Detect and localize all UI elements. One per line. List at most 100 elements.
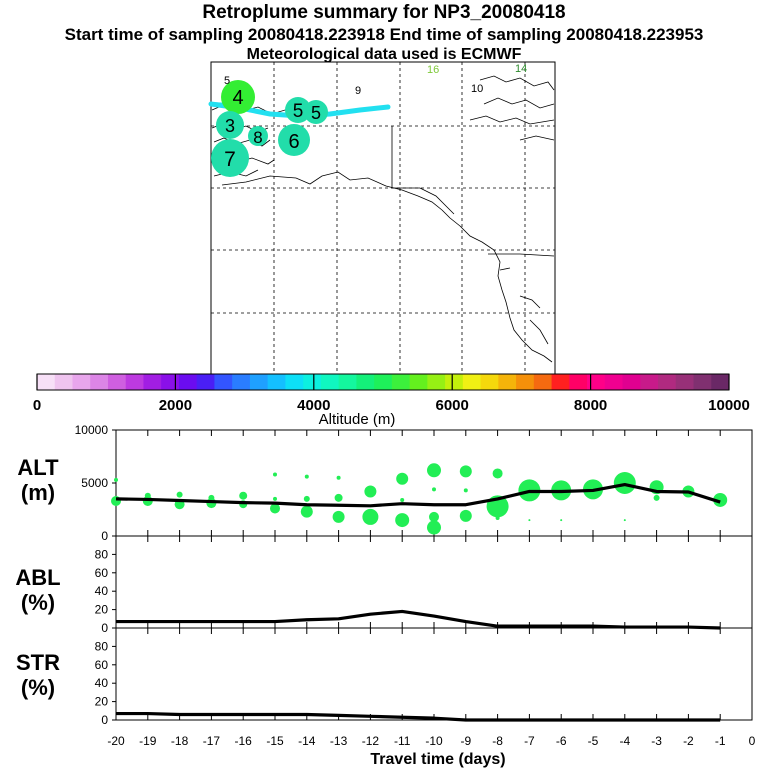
colorbar-swatch	[569, 374, 588, 390]
altitude-point	[400, 497, 405, 502]
plume-day-label: 5	[311, 103, 321, 123]
altitude-point	[492, 468, 503, 479]
x-tick-label: -3	[651, 734, 662, 748]
colorbar-swatch	[37, 374, 56, 390]
colorbar-swatch	[462, 374, 482, 390]
plume-circle	[211, 139, 249, 177]
altitude-point	[114, 477, 118, 482]
str-panel-frame	[115, 627, 753, 721]
abl-panel-frame	[115, 535, 753, 629]
plume-circle	[216, 111, 244, 139]
colorbar-swatch	[161, 374, 180, 390]
colorbar-swatch	[480, 374, 499, 390]
x-tick-label: -4	[619, 734, 630, 748]
altitude-point	[396, 472, 409, 485]
plume-day-label: 5	[293, 101, 304, 122]
map-day-label: 5	[224, 75, 230, 87]
sampling-times: Start time of sampling 20080418.223918 E…	[64, 25, 704, 44]
plume-circle	[278, 124, 310, 156]
x-tick-label: -8	[492, 734, 503, 748]
x-tick-label: -1	[715, 734, 726, 748]
plume-circle	[304, 100, 328, 124]
y-tick-label: 60	[95, 658, 109, 672]
colorbar-swatch	[587, 374, 606, 390]
colorbar-swatch	[711, 374, 730, 390]
colorbar-label: Altitude (m)	[319, 411, 396, 428]
colorbar-swatch	[107, 374, 127, 390]
colorbar-swatch	[232, 374, 251, 390]
altitude-point	[364, 485, 377, 498]
plume-markers: 4 3 8 5 5 6 7	[211, 80, 328, 177]
abl-label: ABL	[15, 565, 60, 590]
met-data-line: Meteorological data used is ECMWF	[246, 46, 522, 63]
colorbar-swatch	[196, 374, 215, 390]
colorbar-swatch	[125, 374, 144, 390]
x-tick-label: 0	[749, 734, 756, 748]
colorbar-swatch	[320, 374, 340, 390]
altitude-point	[427, 520, 441, 535]
colorbar-swatch	[214, 374, 233, 390]
altitude-point	[713, 492, 728, 507]
x-axis-label: Travel time (days)	[370, 751, 505, 768]
altitude-point	[623, 519, 626, 522]
x-tick-label: -10	[425, 734, 443, 748]
colorbar-swatch	[604, 374, 624, 390]
colorbar-swatch	[516, 374, 535, 390]
altitude-point	[427, 463, 441, 478]
panel-labels: ALT (m) ABL (%) STR (%)	[15, 455, 60, 700]
colorbar-swatch	[533, 374, 553, 390]
colorbar-tick-label: 0	[33, 397, 41, 414]
altitude-point	[560, 519, 563, 522]
colorbar-swatch	[622, 374, 641, 390]
map-day-label: 16	[427, 64, 439, 76]
colorbar-swatch	[178, 374, 198, 390]
abl-unit: (%)	[21, 590, 55, 615]
str-unit: (%)	[21, 675, 55, 700]
str-series-line	[116, 711, 721, 722]
plume-circle	[285, 97, 311, 123]
colorbar-tick-label: 2000	[159, 397, 192, 414]
altitude-point	[144, 492, 151, 499]
abl-series-line	[116, 609, 721, 630]
altitude-colorbar: 0 2000 4000 6000 8000 10000	[33, 373, 750, 414]
y-tick-label: 80	[95, 547, 109, 561]
x-tick-label: -9	[460, 734, 471, 748]
x-tick-label: -12	[362, 734, 380, 748]
colorbar-tick-label: 6000	[436, 397, 469, 414]
y-tick-label: 40	[95, 676, 109, 690]
colorbar-swatch	[391, 374, 411, 390]
altitude-point	[429, 511, 439, 522]
colorbar-tick-label: 8000	[574, 397, 607, 414]
altitude-point	[459, 465, 472, 478]
altitude-point	[336, 475, 341, 480]
colorbar-swatch	[409, 374, 428, 390]
alt-series-line	[115, 482, 721, 508]
altitude-point	[270, 503, 280, 514]
colorbar-swatch	[445, 374, 464, 390]
x-tick-label: -16	[235, 734, 253, 748]
x-tick-label: -11	[394, 734, 411, 748]
plume-day-label: 8	[253, 128, 262, 147]
plume-day-label: 4	[232, 87, 243, 109]
y-tick-label: 60	[95, 566, 109, 580]
y-tick-label: 20	[95, 603, 109, 617]
colorbar-swatch	[498, 374, 517, 390]
altitude-point	[208, 494, 215, 501]
altitude-point	[273, 496, 277, 501]
y-tick-label: 20	[95, 695, 109, 709]
colorbar-swatch	[54, 374, 73, 390]
colorbar-tick-label: 10000	[708, 397, 750, 414]
x-tick-label: -18	[171, 734, 189, 748]
altitude-point	[395, 513, 410, 528]
colorbar-swatch	[72, 374, 91, 390]
x-tick-label: -13	[330, 734, 348, 748]
colorbar-swatch	[658, 374, 677, 390]
colorbar-swatch	[143, 374, 162, 390]
map-day-label: 10	[471, 83, 483, 95]
colorbar-swatch	[551, 374, 570, 390]
x-tick-label: -7	[524, 734, 535, 748]
altitude-point	[273, 472, 277, 477]
y-tick-label: 5000	[81, 476, 108, 490]
